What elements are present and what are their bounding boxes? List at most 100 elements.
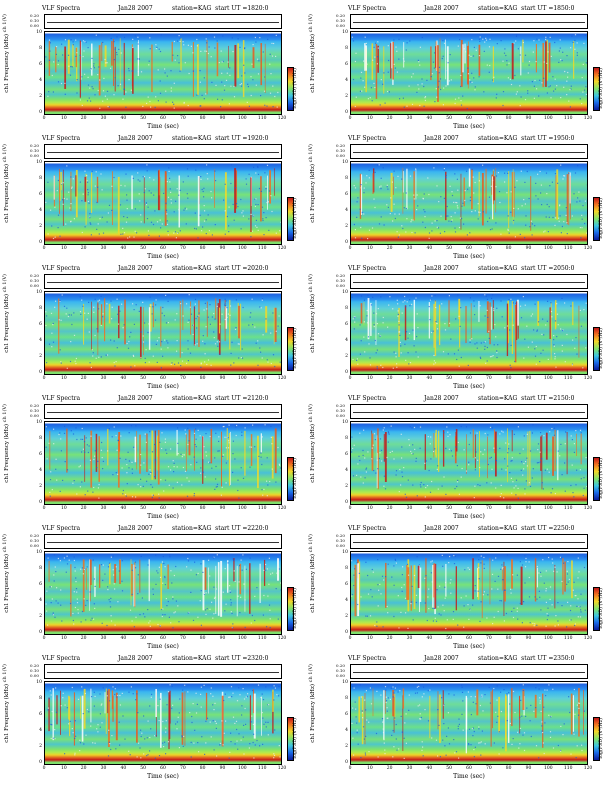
frequency-tick: 10	[342, 680, 348, 685]
noise-speckle	[205, 451, 207, 453]
noise-speckle	[554, 625, 556, 627]
noise-speckle	[137, 58, 139, 60]
noise-speckle	[474, 89, 476, 91]
noise-speckle	[271, 42, 273, 44]
noise-speckle	[85, 41, 87, 43]
noise-speckle	[363, 192, 365, 194]
noise-speckle	[167, 230, 169, 232]
ch-tick: 0.20	[30, 533, 39, 538]
noise-speckle	[110, 67, 112, 69]
noise-speckle	[223, 425, 225, 428]
noise-speckle	[386, 456, 388, 459]
noise-speckle	[251, 298, 253, 300]
noise-speckle	[75, 588, 78, 590]
noise-speckle	[478, 726, 480, 728]
noise-speckle	[383, 739, 385, 741]
noise-speckle	[414, 232, 416, 234]
noise-speckle	[148, 361, 150, 363]
noise-speckle	[194, 303, 196, 305]
noise-speckle	[457, 479, 459, 481]
noise-speckle	[197, 429, 199, 431]
noise-speckle	[76, 52, 78, 54]
noise-speckle	[436, 226, 438, 228]
noise-speckle	[419, 426, 422, 428]
noise-speckle	[134, 365, 136, 367]
noise-speckle	[525, 561, 527, 563]
noise-speckle	[144, 357, 146, 359]
noise-speckle	[477, 459, 479, 461]
noise-speckle	[53, 61, 55, 63]
noise-speckle	[154, 106, 156, 109]
time-tick: 50	[446, 376, 453, 381]
noise-speckle	[230, 164, 232, 166]
noise-speckle	[161, 312, 163, 314]
noise-speckle	[396, 749, 398, 751]
noise-speckle	[161, 432, 163, 434]
noise-speckle	[478, 742, 480, 744]
noise-speckle	[146, 164, 148, 166]
time-tick: 100	[238, 636, 247, 641]
noise-speckle	[98, 484, 100, 486]
noise-speckle	[421, 83, 423, 85]
noise-speckle	[538, 572, 540, 574]
noise-speckle	[248, 105, 250, 107]
noise-speckle	[66, 198, 68, 200]
noise-speckle	[179, 37, 181, 39]
noise-speckle	[357, 197, 359, 199]
noise-speckle	[216, 305, 218, 307]
noise-speckle	[465, 426, 468, 428]
noise-speckle	[45, 324, 47, 327]
noise-speckle	[215, 84, 217, 86]
frequency-tick: 10	[342, 30, 348, 35]
noise-speckle	[46, 362, 48, 364]
noise-speckle	[83, 568, 85, 570]
noise-speckle	[381, 575, 384, 577]
noise-speckle	[399, 331, 401, 333]
noise-speckle	[151, 494, 153, 496]
noise-speckle	[528, 576, 530, 579]
noise-speckle	[54, 306, 56, 308]
frequency-tick: 8	[345, 566, 348, 571]
noise-speckle	[88, 97, 90, 99]
noise-speckle	[491, 297, 493, 299]
title-station-start: station=KAG start UT =2050:0	[478, 264, 574, 273]
noise-speckle	[545, 172, 548, 174]
noise-speckle	[185, 223, 187, 225]
noise-speckle	[409, 299, 411, 301]
noise-speckle	[429, 299, 432, 301]
time-tick: 90	[525, 246, 532, 251]
noise-speckle	[565, 214, 567, 216]
noise-speckle	[570, 305, 572, 307]
noise-speckle	[499, 201, 501, 204]
noise-speckle	[564, 462, 566, 464]
noise-speckle	[200, 178, 202, 180]
noise-speckle	[500, 40, 502, 42]
noise-speckle	[110, 597, 112, 599]
noise-speckle	[579, 469, 581, 471]
noise-speckle	[250, 312, 252, 314]
noise-speckle	[503, 620, 505, 622]
noise-speckle	[234, 458, 236, 460]
noise-speckle	[570, 88, 572, 90]
noise-speckle	[437, 465, 439, 467]
noise-speckle	[203, 205, 205, 207]
time-tick: 120	[277, 116, 287, 121]
noise-speckle	[415, 601, 417, 604]
noise-speckle	[140, 486, 142, 488]
noise-speckle	[474, 585, 476, 587]
noise-speckle	[165, 209, 168, 211]
noise-speckle	[255, 219, 257, 221]
noise-speckle	[356, 216, 358, 218]
noise-speckle	[505, 442, 507, 444]
noise-speckle	[497, 575, 500, 577]
noise-speckle	[236, 740, 238, 742]
noise-speckle	[460, 425, 462, 428]
noise-speckle	[119, 457, 121, 459]
noise-speckle	[218, 62, 220, 64]
noise-speckle	[442, 565, 444, 567]
noise-speckle	[88, 445, 90, 447]
noise-speckle	[496, 352, 498, 354]
title-date: Jan28 2007	[424, 265, 459, 272]
noise-speckle	[128, 70, 130, 72]
noise-speckle	[49, 690, 51, 692]
